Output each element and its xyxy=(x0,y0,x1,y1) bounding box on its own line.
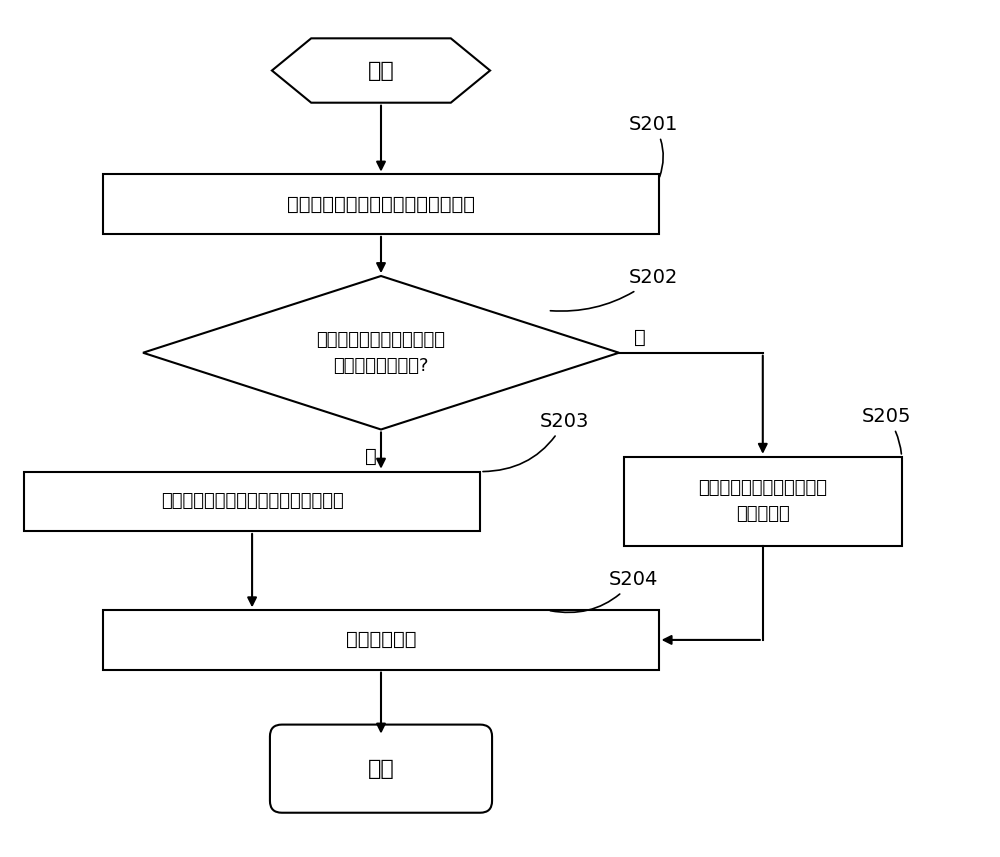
Bar xyxy=(103,610,659,669)
Bar xyxy=(103,175,659,234)
Text: S205: S205 xyxy=(862,407,911,454)
Text: 获取检测的终端的当前工作状态参数: 获取检测的终端的当前工作状态参数 xyxy=(287,195,475,213)
Text: 是: 是 xyxy=(634,328,646,347)
Text: 当前工作状态参数与正常工
作状态参数相匹配?: 当前工作状态参数与正常工 作状态参数相匹配? xyxy=(317,331,446,375)
Text: S204: S204 xyxy=(550,571,658,613)
Polygon shape xyxy=(272,39,490,103)
Text: 否: 否 xyxy=(365,447,377,466)
Text: 将图形码的扫描状态切换为非扫描状态: 将图形码的扫描状态切换为非扫描状态 xyxy=(161,492,343,510)
Text: S201: S201 xyxy=(629,115,678,177)
Text: 结束: 结束 xyxy=(368,758,394,779)
Bar xyxy=(624,457,902,546)
Text: S203: S203 xyxy=(483,412,589,471)
Text: 开始: 开始 xyxy=(368,61,394,81)
Bar xyxy=(24,471,480,531)
Text: 输出提示信息: 输出提示信息 xyxy=(346,631,416,650)
Polygon shape xyxy=(143,276,619,429)
Text: 将图形码的扫描状态切换为
可扫描状态: 将图形码的扫描状态切换为 可扫描状态 xyxy=(698,479,827,524)
Text: S202: S202 xyxy=(550,268,678,311)
FancyBboxPatch shape xyxy=(270,724,492,812)
